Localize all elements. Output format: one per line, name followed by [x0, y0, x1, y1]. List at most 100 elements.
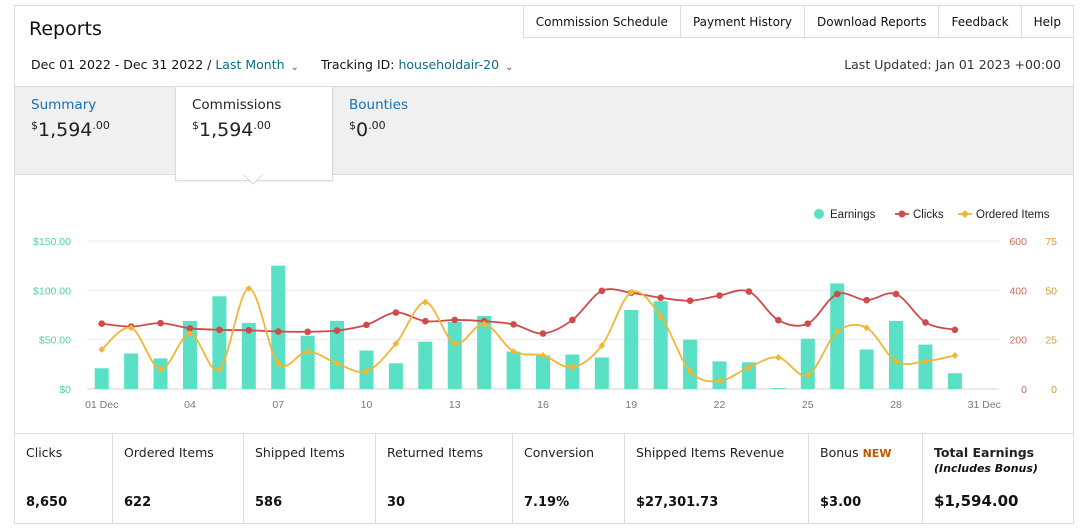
tab-commissions[interactable]: Commissions $1,594.00	[175, 87, 333, 181]
earnings-bar	[536, 355, 550, 389]
clicks-point	[539, 330, 547, 337]
earnings-bar	[859, 349, 874, 389]
date-preset-label: Last Month	[215, 57, 285, 72]
tracking-id-dropdown[interactable]: householdair-20 ⌄	[398, 57, 513, 73]
ordered-items-point	[451, 340, 459, 348]
stat-label: Clicks	[26, 445, 63, 460]
ordered-items-point	[539, 352, 547, 359]
report-filters: Dec 01 2022 - Dec 31 2022 / Last Month ⌄ …	[31, 57, 513, 73]
earnings-bar	[418, 341, 433, 389]
earnings-bar	[330, 320, 345, 389]
tab-summary[interactable]: Summary $1,594.00	[15, 87, 126, 176]
last-updated-text: Last Updated: Jan 01 2023 +00:00	[844, 57, 1061, 72]
reports-panel: Reports Commission Schedule Payment Hist…	[14, 5, 1074, 524]
ordered-items-point	[245, 284, 253, 292]
earnings-bar	[124, 353, 139, 389]
clicks-point	[422, 317, 429, 325]
ordered-items-point	[716, 377, 723, 385]
download-reports-link[interactable]: Download Reports	[804, 6, 940, 37]
ordered-items-point	[745, 363, 753, 371]
stat-value: $27,301.73	[636, 495, 719, 510]
y-right-clicks-tick-label: 200	[1009, 335, 1027, 347]
earnings-bar	[594, 357, 609, 389]
tab-summary-label: Summary	[31, 97, 97, 113]
clicks-point	[833, 290, 841, 298]
earnings-chart: $0 $50.00 $100.00 $150.00 0 200 400 600 0 25 50 75 0…	[33, 209, 1057, 411]
feedback-link[interactable]: Feedback	[939, 6, 1022, 37]
x-tick-label: 04	[184, 399, 196, 411]
earnings-bar	[388, 363, 403, 389]
commission-schedule-link[interactable]: Commission Schedule	[523, 6, 681, 37]
y-left-tick-label: $150.00	[33, 236, 71, 248]
clicks-point	[892, 290, 900, 298]
clicks-point	[716, 292, 723, 299]
ordered-items-point	[127, 324, 135, 332]
earnings-bar	[300, 335, 315, 389]
stat-value: 8,650	[26, 495, 68, 510]
earnings-bar	[830, 283, 845, 389]
legend-earnings-marker	[814, 209, 824, 219]
stat-value: $1,594.00	[934, 492, 1019, 510]
stat-label: Shipped Items	[255, 445, 345, 460]
ordered-items-point	[598, 342, 606, 349]
earnings-bar	[889, 320, 904, 389]
earnings-bar	[800, 338, 815, 389]
clicks-point	[98, 320, 106, 327]
clicks-point	[951, 326, 959, 334]
stat-ordered-items: Ordered Items 622	[113, 434, 244, 524]
x-tick-label: 13	[449, 399, 461, 411]
clicks-point	[304, 328, 311, 336]
y-left-tick-label: $100.00	[33, 285, 71, 297]
tab-commissions-amount: $1,594.00	[192, 119, 271, 141]
clicks-line	[101, 288, 956, 335]
clicks-point	[745, 288, 753, 295]
earnings-bar	[447, 321, 462, 389]
stat-shipped-items: Shipped Items 586	[244, 434, 376, 524]
tab-bounties-label: Bounties	[349, 97, 409, 113]
active-tab-caret	[243, 174, 263, 185]
earnings-bar	[565, 354, 580, 389]
earnings-bar	[947, 373, 962, 389]
ordered-items-point	[421, 298, 429, 306]
stat-label: Shipped Items Revenue	[636, 445, 785, 460]
legend-clicks-marker	[898, 210, 906, 218]
ordered-items-point	[480, 320, 488, 328]
clicks-point	[686, 297, 694, 304]
page-title: Reports	[29, 18, 102, 40]
legend-clicks-label: Clicks	[913, 209, 944, 221]
x-tick-label: 28	[890, 399, 902, 411]
top-nav: Commission Schedule Payment History Down…	[522, 6, 1073, 38]
stat-clicks: Clicks 8,650	[15, 434, 113, 524]
tab-bounties[interactable]: Bounties $0.00	[333, 87, 424, 176]
y-right-items-tick-label: 50	[1045, 285, 1057, 297]
stat-bonus: Bonus NEW $3.00	[809, 434, 923, 524]
report-tabs: Summary $1,594.00 Commissions $1,594.00 …	[15, 86, 1073, 181]
stat-label: Bonus NEW	[820, 445, 892, 460]
x-tick-label: 10	[361, 399, 373, 411]
ordered-items-point	[333, 359, 341, 367]
stat-label: Total Earnings	[934, 445, 1035, 460]
tracking-id-value: householdair-20	[398, 57, 500, 72]
payment-history-link[interactable]: Payment History	[680, 6, 805, 37]
ordered-items-point	[892, 357, 900, 365]
stat-label: Ordered Items	[124, 445, 214, 460]
stat-label: Conversion	[524, 445, 595, 460]
ordered-items-point	[686, 367, 694, 375]
clicks-point	[186, 325, 194, 332]
earnings-bar	[212, 296, 227, 389]
tab-bounties-amount: $0.00	[349, 119, 386, 141]
ordered-items-point	[186, 330, 194, 338]
ordered-items-point	[627, 288, 635, 296]
clicks-point	[775, 316, 782, 324]
stat-value: $3.00	[820, 495, 862, 510]
ordered-items-point	[392, 340, 400, 348]
clicks-point	[245, 326, 253, 334]
earnings-bar	[153, 358, 168, 389]
legend-ordered-items-label: Ordered Items	[976, 209, 1050, 221]
clicks-point	[157, 319, 164, 327]
x-tick-label: 01 Dec	[85, 399, 118, 411]
help-link[interactable]: Help	[1021, 6, 1073, 37]
clicks-point	[363, 321, 370, 329]
date-preset-dropdown[interactable]: Last Month ⌄	[215, 57, 299, 73]
ordered-items-point	[569, 363, 576, 371]
